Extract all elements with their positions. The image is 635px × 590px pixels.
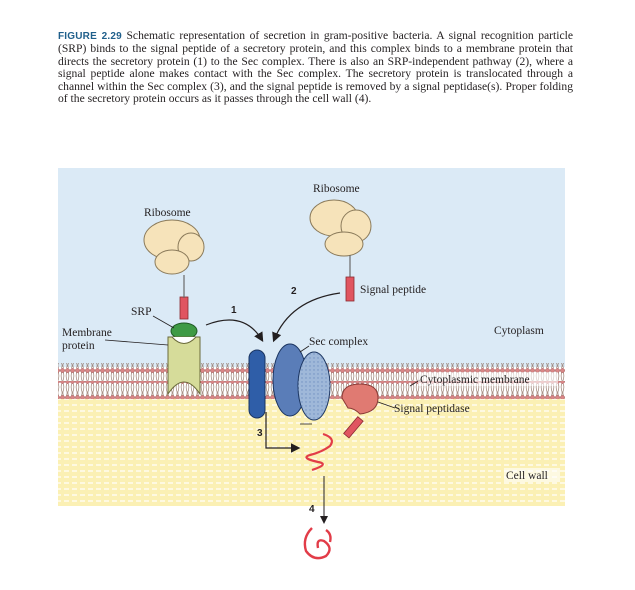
secretory-protein-unfolded <box>305 432 333 472</box>
label-bg-cell-wall <box>504 468 560 482</box>
membrane-protein-leader <box>104 339 169 346</box>
step-2-number: 2 <box>291 286 297 297</box>
label-bg-membrane <box>418 372 558 386</box>
label-cell-wall: Cell wall <box>506 470 548 482</box>
step-3-number: 3 <box>257 428 263 439</box>
sec-complex <box>248 343 331 421</box>
label-signal-peptide: Signal peptide <box>360 284 426 296</box>
arrow-pathway-2 <box>272 292 341 343</box>
label-cytoplasmic-membrane: Cytoplasmic membrane <box>420 374 530 386</box>
signal-peptidase <box>341 383 379 439</box>
figure-caption: FIGURE 2.29 Schematic representation of … <box>58 29 573 106</box>
cytoplasm-region <box>58 168 565 367</box>
ribosome-left <box>143 219 205 275</box>
label-sec-complex: Sec complex <box>309 336 368 348</box>
srp-leader <box>152 315 175 329</box>
signal-peptidase-leader <box>377 401 396 409</box>
membrane-protein <box>167 336 201 396</box>
caption-text: Schematic representation of secretion in… <box>58 29 573 106</box>
step-1-number: 1 <box>231 305 237 316</box>
sec-complex-leader <box>299 345 310 353</box>
step-4-number: 4 <box>309 504 315 515</box>
arrow-pathway-3 <box>265 412 301 453</box>
ribosome-right <box>309 199 372 257</box>
label-signal-peptidase: Signal peptidase <box>394 403 470 415</box>
secretory-protein-folded <box>303 527 332 560</box>
figure-label: FIGURE 2.29 <box>58 31 122 42</box>
label-cytoplasm: Cytoplasm <box>494 325 544 337</box>
label-ribosome-right: Ribosome <box>313 183 360 195</box>
signal-peptide-left <box>179 296 189 320</box>
arrow-pathway-1 <box>205 319 264 343</box>
label-membrane-protein-2: protein <box>62 340 95 352</box>
signal-peptide-right <box>345 276 355 302</box>
label-ribosome-left: Ribosome <box>144 207 191 219</box>
label-membrane-protein-1: Membrane <box>62 327 112 339</box>
label-srp: SRP <box>131 306 151 318</box>
